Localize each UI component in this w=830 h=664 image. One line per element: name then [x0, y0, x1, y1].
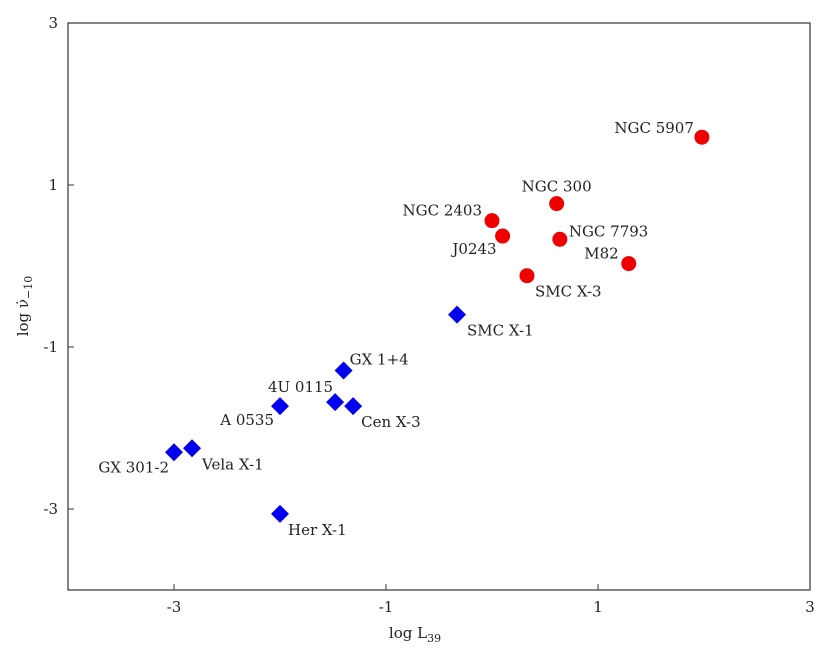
point-label: SMC X-3	[535, 283, 602, 301]
diamond-marker	[344, 397, 363, 416]
x-tick-label: 3	[805, 598, 815, 616]
point-label: Her X-1	[288, 521, 347, 539]
diamond-marker	[165, 443, 183, 462]
point-label: NGC 5907	[614, 119, 694, 137]
diamond-marker	[334, 361, 353, 380]
x-tick-label: -3	[167, 598, 182, 616]
circle-marker	[484, 213, 500, 229]
plot-frame	[67, 22, 811, 591]
circle-marker	[694, 129, 710, 145]
point-label-group: GX 301-2 Vela X-1 Her X-1 A 0535 4U 0115 Cen …	[98, 119, 694, 539]
point-label: A 0535	[219, 411, 274, 429]
y-tick-label: -3	[43, 500, 58, 518]
diamond-marker	[271, 397, 289, 416]
x-axis-label: log L39	[389, 624, 441, 645]
circle-marker	[495, 228, 511, 244]
tick-group: -3 -1 1 3 -3 -1 1 3	[43, 14, 814, 616]
circle-marker	[519, 268, 535, 284]
x-tick-label: 1	[593, 598, 603, 616]
point-label: NGC 300	[522, 178, 592, 196]
point-label: Vela X-1	[201, 455, 264, 473]
point-label: NGC 2403	[402, 202, 482, 220]
y-tick-label: 3	[48, 14, 58, 32]
point-label: SMC X-1	[467, 322, 534, 340]
diamond-marker	[326, 393, 345, 412]
data-point-group	[165, 129, 710, 523]
point-label: 4U 0115	[268, 378, 333, 396]
diamond-marker	[183, 439, 202, 458]
y-axis-label: log ν̇−10	[14, 276, 35, 337]
point-label: GX 1+4	[350, 350, 409, 368]
y-tick-label: 1	[48, 176, 58, 194]
point-label: M82	[584, 245, 618, 263]
y-tick-label: -1	[43, 338, 58, 356]
point-label: J0243	[450, 240, 496, 258]
point-label: NGC 7793	[569, 222, 649, 240]
circle-marker	[621, 256, 637, 272]
circle-marker	[552, 231, 568, 247]
diamond-marker	[448, 305, 467, 324]
diamond-marker	[271, 504, 289, 523]
circle-marker	[549, 196, 565, 212]
point-label: GX 301-2	[98, 458, 169, 476]
x-tick-label: -1	[379, 598, 394, 616]
point-label: Cen X-3	[361, 413, 421, 431]
